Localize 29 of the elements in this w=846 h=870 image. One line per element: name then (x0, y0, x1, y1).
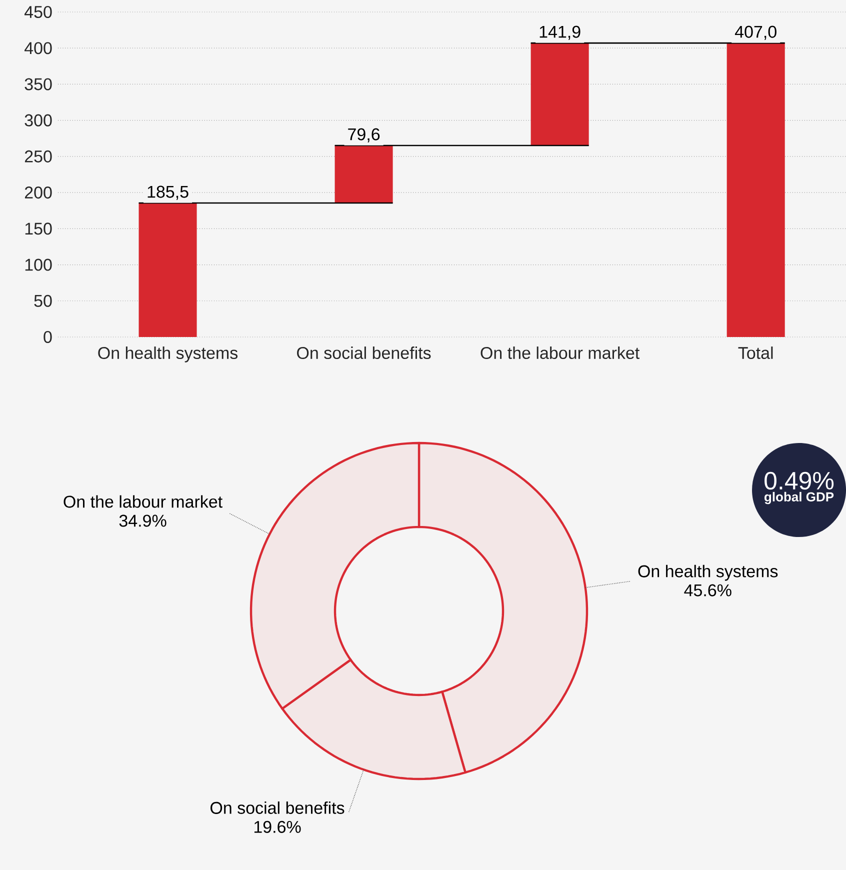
y-tick-label: 50 (34, 294, 52, 307)
slice-label: On social benefits (210, 801, 344, 814)
data-label: 19.6% (254, 820, 301, 833)
y-tick-label: 100 (25, 258, 52, 271)
x-tick-label: Total (738, 346, 773, 360)
slice-label: On the labour market (64, 495, 222, 508)
data-label: 407,0 (734, 26, 776, 40)
y-tick-label: 0 (44, 330, 52, 344)
data-label: 79,6 (348, 128, 380, 142)
y-tick-label: 150 (25, 222, 52, 235)
y-tick-label: 350 (24, 78, 52, 90)
x-tick-label: On health systems (98, 346, 238, 362)
y-tick-label: 300 (24, 114, 52, 126)
data-label: 141,9 (540, 26, 580, 40)
data-label: 185,5 (148, 186, 188, 200)
bar (334, 146, 393, 204)
text: global GDP (764, 492, 834, 504)
x-tick-label: On the labour market (480, 346, 640, 360)
y-tick-label: 400 (24, 42, 52, 54)
text: 0.49% (764, 472, 834, 490)
y-tick-label: 450 (24, 6, 52, 18)
bar (726, 43, 785, 337)
slice-label: On health systems (638, 564, 778, 581)
y-tick-label: 250 (24, 150, 52, 162)
bar (530, 43, 589, 146)
data-label: 34.9% (119, 514, 166, 527)
x-tick-label: On social benefits (297, 346, 431, 360)
data-label: 45.6% (684, 584, 732, 596)
y-tick-label: 200 (24, 186, 52, 199)
